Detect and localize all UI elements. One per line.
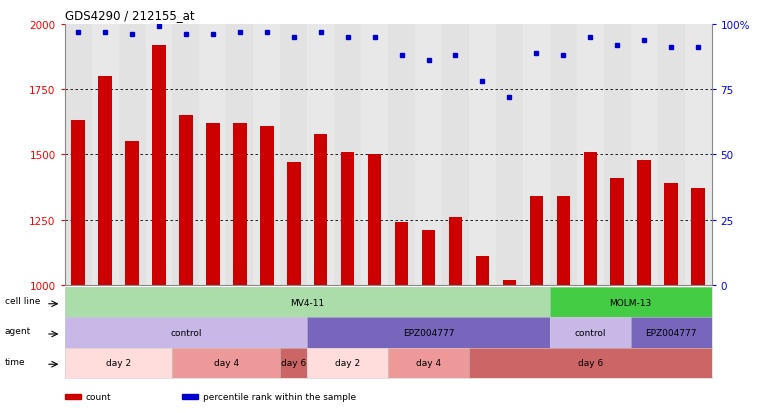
Bar xyxy=(610,178,624,285)
Bar xyxy=(523,25,550,285)
Bar xyxy=(550,25,577,285)
Bar xyxy=(314,134,327,285)
Bar xyxy=(691,189,705,285)
Bar xyxy=(422,230,435,285)
Text: agent: agent xyxy=(5,327,31,336)
Bar xyxy=(395,223,409,285)
Bar xyxy=(280,25,307,285)
Bar xyxy=(361,25,388,285)
Bar xyxy=(91,25,119,285)
Bar xyxy=(388,25,415,285)
Bar xyxy=(119,25,145,285)
Text: day 4: day 4 xyxy=(214,358,239,367)
Text: EPZ004777: EPZ004777 xyxy=(403,328,454,337)
Bar xyxy=(152,45,166,285)
Bar xyxy=(72,121,85,285)
Bar xyxy=(145,25,173,285)
Bar xyxy=(65,25,91,285)
Bar xyxy=(658,25,685,285)
Bar xyxy=(253,25,280,285)
Text: percentile rank within the sample: percentile rank within the sample xyxy=(203,392,356,401)
Bar xyxy=(98,77,112,285)
Bar xyxy=(287,163,301,285)
Bar xyxy=(449,218,462,285)
Bar xyxy=(126,142,139,285)
Text: day 4: day 4 xyxy=(416,358,441,367)
Text: GDS4290 / 212155_at: GDS4290 / 212155_at xyxy=(65,9,194,22)
Text: day 6: day 6 xyxy=(578,358,603,367)
Text: MV4-11: MV4-11 xyxy=(290,298,324,307)
Text: count: count xyxy=(86,392,112,401)
Bar xyxy=(530,197,543,285)
Bar xyxy=(476,257,489,285)
Bar xyxy=(469,25,496,285)
Text: control: control xyxy=(170,328,202,337)
Bar xyxy=(233,124,247,285)
Bar xyxy=(503,280,516,285)
Bar xyxy=(685,25,712,285)
Bar xyxy=(496,25,523,285)
Bar xyxy=(638,160,651,285)
Bar xyxy=(664,184,678,285)
Bar xyxy=(415,25,442,285)
Bar xyxy=(341,152,355,285)
Text: EPZ004777: EPZ004777 xyxy=(645,328,697,337)
Text: MOLM-13: MOLM-13 xyxy=(610,298,652,307)
Bar xyxy=(173,25,199,285)
Bar xyxy=(307,25,334,285)
Bar xyxy=(180,116,193,285)
Text: day 2: day 2 xyxy=(335,358,360,367)
Text: day 2: day 2 xyxy=(106,358,131,367)
Text: day 6: day 6 xyxy=(281,358,307,367)
Bar xyxy=(556,197,570,285)
Bar xyxy=(631,25,658,285)
Text: cell line: cell line xyxy=(5,297,40,306)
Bar xyxy=(584,152,597,285)
Bar xyxy=(368,155,381,285)
Bar xyxy=(227,25,253,285)
Bar xyxy=(442,25,469,285)
Text: control: control xyxy=(575,328,606,337)
Bar xyxy=(260,126,273,285)
Bar xyxy=(577,25,603,285)
Bar xyxy=(206,124,220,285)
Bar xyxy=(199,25,227,285)
Bar xyxy=(603,25,631,285)
Bar xyxy=(334,25,361,285)
Bar xyxy=(182,394,198,399)
Bar xyxy=(65,394,81,399)
Text: time: time xyxy=(5,357,25,366)
